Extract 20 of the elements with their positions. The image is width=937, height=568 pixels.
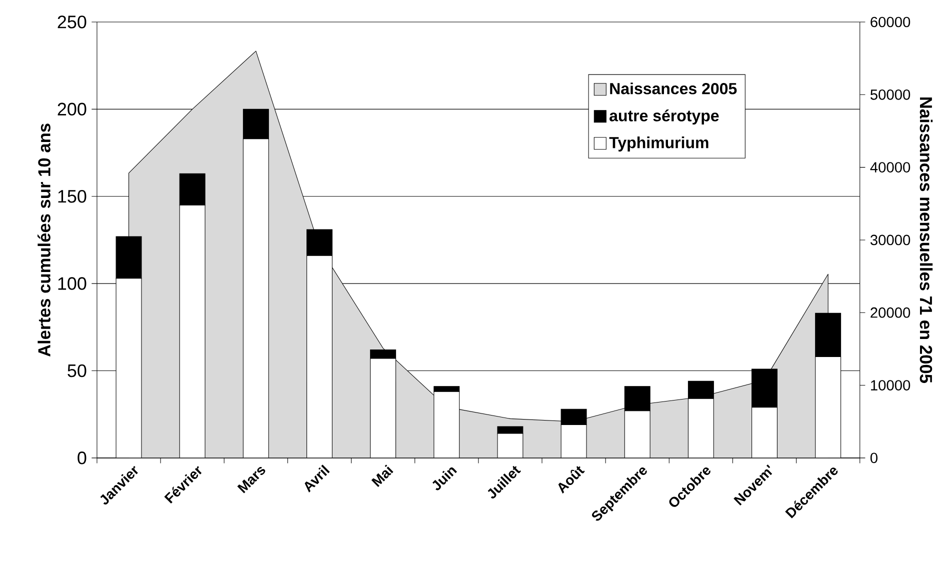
legend-label: Naissances 2005	[610, 82, 737, 94]
y2-tick-label: 20000	[870, 307, 910, 318]
y-tick-label: 50	[68, 364, 86, 378]
y-tick-label: 0	[78, 452, 86, 464]
y2-tick-label: 30000	[870, 234, 910, 246]
y-tick-label: 150	[58, 190, 86, 203]
y2-axis-title: Naissances mensuelles 71 en 2005	[920, 98, 933, 384]
y2-tick-label: 50000	[870, 90, 910, 100]
y-axis-title: Alertes cumulées sur 10 ans	[38, 124, 50, 357]
x-tick-label: Mai	[371, 464, 394, 488]
y-tick-label: 200	[58, 102, 86, 116]
legend-label: autre sérotype	[610, 110, 719, 125]
x-tick-label: Juin	[432, 467, 457, 490]
y-tick-label: 250	[58, 16, 86, 28]
legend-label: Typhimurium	[609, 136, 708, 152]
y2-tick-label: 60000	[870, 16, 910, 28]
y2-tick-label: 0	[870, 452, 878, 464]
y-tick-label: 100	[58, 277, 86, 290]
y2-tick-label: 40000	[870, 162, 910, 173]
y2-tick-label: 10000	[871, 380, 910, 391]
